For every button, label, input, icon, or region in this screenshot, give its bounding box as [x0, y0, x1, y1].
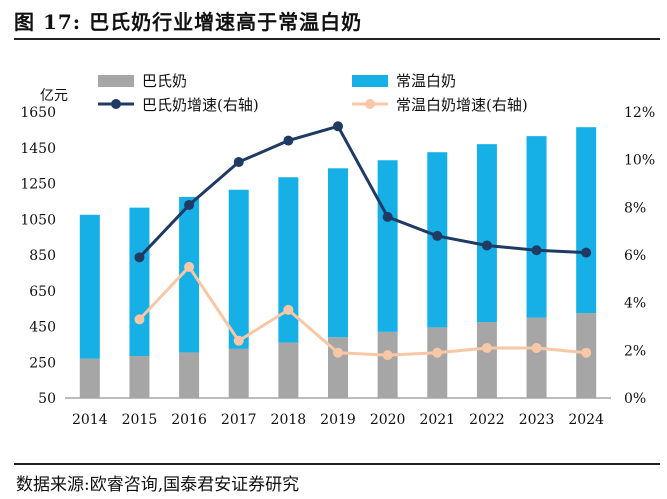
point-ambient-growth [432, 347, 443, 358]
point-ambient-growth [233, 335, 244, 346]
bars [79, 127, 597, 398]
source-note: 数据来源:欧睿咨询,国泰君安证券研究 [16, 475, 300, 495]
point-pasteurized-growth [581, 247, 592, 258]
point-pasteurized-growth [382, 211, 393, 222]
point-ambient-growth [581, 347, 592, 358]
bar-ambient [278, 177, 299, 343]
y-left-unit-label: 亿元 [40, 88, 68, 104]
bar-ambient [228, 189, 249, 349]
y-left-tick-label: 1650 [20, 105, 56, 121]
bar-ambient [377, 160, 398, 332]
point-pasteurized-growth [283, 135, 294, 146]
point-ambient-growth [134, 314, 145, 325]
point-ambient-growth [531, 342, 542, 353]
x-tick-label: 2014 [72, 412, 108, 428]
bar-pasteurized [377, 331, 398, 398]
y-right-tick-label: 6% [624, 248, 646, 264]
title-rule [14, 38, 660, 40]
y-right-tick-label: 4% [624, 296, 646, 312]
line-pasteurized-growth [138, 124, 587, 259]
point-ambient-growth [481, 342, 492, 353]
axes: 50 250 450 650 850 1050 1250 1450 1650 0% 2% 4% 6% 8%… [20, 105, 655, 428]
point-ambient-growth [333, 347, 343, 358]
point-pasteurized-growth [531, 245, 542, 256]
x-tick-label: 2021 [419, 412, 455, 428]
bar-pasteurized [228, 348, 249, 398]
bar-ambient [79, 214, 100, 359]
y-left-tick-label: 650 [29, 284, 56, 300]
y-left-tick-label: 1250 [20, 177, 56, 193]
bar-ambient [476, 144, 497, 323]
bar-ambient [328, 168, 348, 338]
y-left-tick-label: 850 [29, 248, 56, 264]
x-tick-label: 2023 [519, 412, 555, 428]
legend-marker-pasteurized-growth [111, 99, 121, 109]
y-right-tick-label: 8% [624, 200, 646, 216]
y-right-tick-label: 10% [624, 153, 655, 169]
legend-label-pasteurized: 巴氏奶 [142, 72, 187, 90]
x-tick-label: 2019 [320, 412, 356, 428]
bar-pasteurized [79, 358, 100, 398]
point-ambient-growth [283, 304, 294, 315]
x-tick-label: 2020 [370, 412, 406, 428]
legend-label-ambient-growth: 常温白奶增速(右轴) [396, 96, 528, 114]
bar-ambient [576, 127, 597, 314]
source-rule [14, 463, 660, 465]
legend-swatch-pasteurized [98, 75, 134, 87]
x-tick-label: 2018 [271, 412, 307, 428]
x-tick-label: 2022 [469, 412, 505, 428]
x-tick-label: 2017 [221, 412, 257, 428]
legend-label-ambient: 常温白奶 [396, 72, 456, 90]
point-pasteurized-growth [184, 199, 195, 210]
y-left-tick-label: 250 [29, 355, 56, 371]
bar-pasteurized [179, 352, 200, 398]
y-left-tick-label: 450 [29, 320, 56, 336]
figure-title-text: 巴氏奶行业增速高于常温白奶 [89, 10, 363, 34]
legend-marker-ambient-growth [365, 99, 375, 109]
x-tick-label: 2024 [568, 412, 604, 428]
y-right-tick-label: 12% [624, 105, 655, 121]
bar-pasteurized [526, 317, 547, 398]
y-left-tick-label: 1050 [20, 212, 56, 228]
x-tick-label: 2015 [122, 412, 158, 428]
y-left-tick-label: 1450 [20, 141, 56, 157]
bar-ambient [129, 207, 150, 356]
legend-swatch-ambient [352, 75, 388, 87]
point-pasteurized-growth [481, 240, 492, 251]
growth-lines [134, 121, 592, 361]
figure-title: 图 17: 巴氏奶行业增速高于常温白奶 [14, 6, 362, 35]
y-right-tick-label: 0% [624, 391, 646, 407]
point-pasteurized-growth [233, 157, 244, 168]
figure-label: 图 17: [14, 10, 82, 34]
bar-ambient [179, 196, 200, 353]
bar-pasteurized [278, 342, 299, 398]
y-left-tick-label: 50 [38, 391, 56, 407]
bar-pasteurized [427, 327, 448, 398]
x-tick-label: 2016 [171, 412, 207, 428]
bar-pasteurized [476, 322, 497, 398]
legend: 巴氏奶 常温白奶 巴氏奶增速(右轴) 常温白奶增速(右轴) [98, 72, 528, 114]
bar-ambient [526, 136, 547, 318]
legend-label-pasteurized-growth: 巴氏奶增速(右轴) [142, 96, 259, 114]
point-pasteurized-growth [134, 252, 145, 263]
bar-pasteurized [129, 355, 150, 398]
point-ambient-growth [184, 261, 195, 272]
point-pasteurized-growth [432, 230, 443, 241]
y-right-tick-label: 2% [624, 343, 646, 359]
line-ambient-growth [138, 264, 587, 357]
point-ambient-growth [382, 350, 393, 361]
point-pasteurized-growth [333, 121, 343, 132]
